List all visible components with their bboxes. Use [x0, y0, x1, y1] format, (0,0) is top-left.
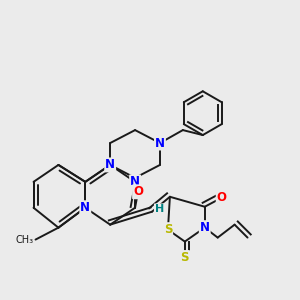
Text: O: O: [217, 191, 227, 204]
Text: H: H: [155, 204, 164, 214]
Text: N: N: [155, 136, 165, 149]
Text: CH₃: CH₃: [15, 235, 33, 244]
Text: O: O: [133, 185, 143, 198]
Text: N: N: [80, 201, 90, 214]
Text: N: N: [105, 158, 115, 171]
Text: N: N: [200, 221, 210, 234]
Text: S: S: [164, 223, 172, 236]
Text: S: S: [181, 251, 189, 264]
Text: N: N: [130, 176, 140, 188]
